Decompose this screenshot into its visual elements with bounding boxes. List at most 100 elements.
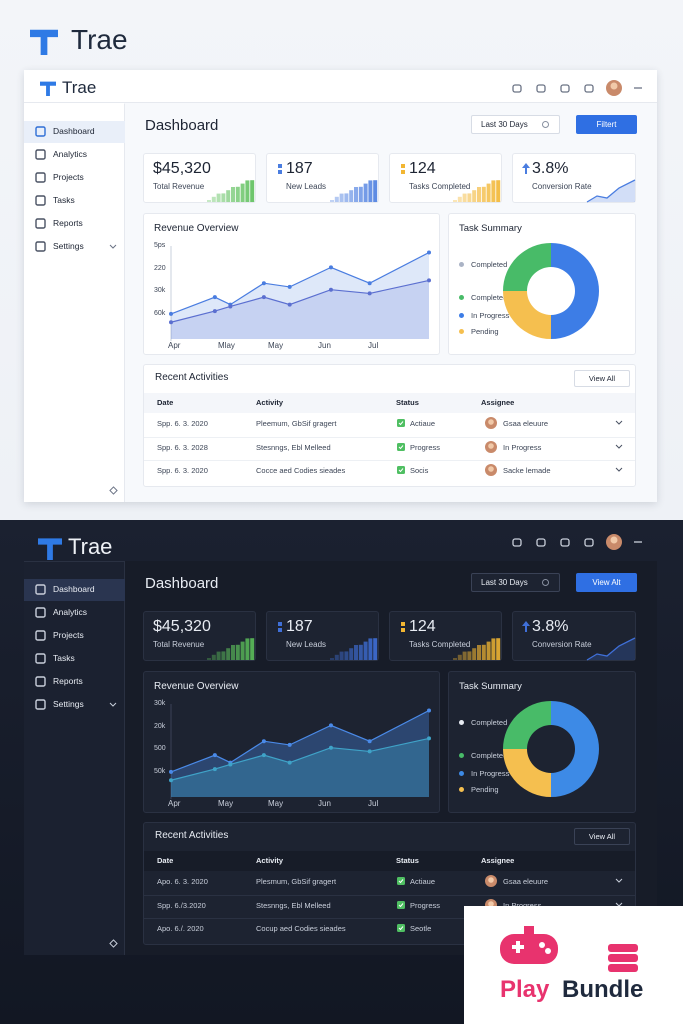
primary-button[interactable]: View Alt	[576, 573, 637, 592]
kpi-sparkline	[330, 638, 378, 660]
header-logo: Trae	[68, 534, 113, 559]
check-box	[397, 900, 405, 909]
legend-dot	[459, 720, 464, 725]
cell-status: Actiaue	[410, 419, 436, 428]
sidebar-item[interactable]: Settings	[53, 241, 84, 251]
legend-label: In Progress	[471, 311, 510, 320]
sparkline-bar	[491, 180, 496, 202]
data-point	[328, 265, 333, 270]
column-header: Date	[157, 856, 174, 865]
chevron	[109, 244, 117, 249]
sidebar-icon	[35, 172, 46, 183]
legend-label: Completed	[471, 718, 508, 727]
series-line	[170, 279, 430, 323]
date-filter[interactable]: Last 30 Days	[471, 573, 560, 592]
check-mark	[398, 421, 404, 426]
sidebar-item[interactable]: Tasks	[53, 653, 75, 663]
check-mark	[398, 879, 404, 884]
section-title: Recent Activities	[155, 830, 229, 841]
sidebar-item[interactable]: Tasks	[53, 195, 75, 205]
data-point	[287, 284, 292, 289]
row-divider	[144, 894, 635, 896]
sparkline-bar	[235, 644, 240, 660]
chart-title: Revenue Overview	[154, 223, 239, 234]
status-check	[397, 466, 405, 474]
sparkline-bar	[358, 186, 363, 202]
sparkline-bar	[477, 187, 481, 202]
view-all-button[interactable]: View All	[574, 370, 630, 387]
sidebar-item[interactable]: Dashboard	[53, 126, 95, 136]
date-filter[interactable]: Last 30 Days	[471, 115, 560, 134]
sparkline-bar	[339, 651, 344, 660]
sidebar-item[interactable]: Projects	[53, 630, 84, 640]
y-tick-label: 500	[154, 745, 166, 752]
revenue-card: Revenue Overview 30k 20k 500 50k Apr May May Jun…	[143, 671, 440, 813]
kpi-card: $45,320 Total Revenue	[143, 611, 256, 661]
row-chevron	[615, 902, 623, 907]
view-all-button[interactable]: View All	[574, 828, 630, 845]
data-point	[228, 762, 233, 767]
header-logo: Trae	[62, 78, 97, 97]
status-check	[397, 419, 405, 427]
sparkline-bar	[207, 658, 211, 660]
series-line	[170, 251, 430, 315]
kpi-label: New Leads	[286, 182, 327, 191]
logo-shape	[40, 81, 56, 96]
button	[545, 948, 551, 954]
kpi-value: 3.8%	[532, 160, 569, 177]
stack-icon	[608, 944, 638, 972]
check-box	[397, 419, 405, 427]
kpi-sparkline	[586, 637, 636, 661]
sidebar-icon	[35, 241, 46, 252]
kpi-card: 124 Tasks Completed	[389, 153, 502, 203]
cell-date: Apo. 6./. 2020	[157, 924, 204, 933]
data-point	[328, 287, 333, 292]
header-icon	[560, 538, 570, 547]
legend-label: Pending	[471, 327, 499, 336]
check-box	[397, 466, 405, 474]
cell-assignee: Gsaa eleuure	[503, 877, 549, 886]
chevron-shape	[109, 244, 117, 249]
data-point	[261, 753, 266, 758]
task-card: Task Summary Completed Completed In Progres…	[448, 213, 636, 355]
search-icon	[542, 579, 549, 586]
x-tick-label: Jun	[318, 341, 331, 350]
donut-segment	[551, 243, 599, 339]
data-point	[367, 291, 372, 296]
icon-shape	[35, 172, 46, 183]
sidebar-item[interactable]: Analytics	[53, 607, 88, 617]
brand-name: Trae	[71, 24, 128, 55]
kpi-label: Conversion Rate	[532, 640, 592, 649]
kpi-label: Total Revenue	[153, 182, 205, 191]
sidebar-item[interactable]: Reports	[53, 218, 83, 228]
check-box	[397, 442, 405, 451]
kpi-label: Total Revenue	[153, 640, 205, 649]
sidebar-item[interactable]: Dashboard	[53, 584, 95, 594]
dot	[459, 771, 464, 776]
sidebar-item[interactable]: Analytics	[53, 149, 88, 159]
sidebar-item[interactable]: Settings	[53, 699, 84, 709]
sparkline-bar	[368, 180, 373, 202]
sparkline-bar	[496, 180, 501, 202]
kpi-icon	[278, 622, 282, 632]
play-bundle-badge: Play Bundle	[464, 906, 683, 1024]
sparkline-bar	[330, 658, 334, 660]
cell-activity: Plesmum, GbSif gragert	[256, 877, 337, 886]
sparkline-bar	[240, 183, 245, 202]
data-point	[287, 742, 292, 747]
header-icon	[584, 84, 594, 93]
sidebar-item[interactable]: Projects	[53, 172, 84, 182]
primary-button[interactable]: Filtert	[576, 115, 637, 134]
cell-assignee: Sacke lemade	[503, 466, 551, 475]
kpi-icon	[401, 622, 405, 632]
icon-shape	[278, 628, 282, 632]
cell-activity: Stesnngs, Ebl Melleed	[256, 442, 331, 452]
gamepad-body	[500, 934, 558, 964]
icon-shape	[35, 676, 46, 687]
sparkline-bar	[354, 645, 358, 660]
section-title: Recent Activities	[155, 372, 229, 383]
sidebar-item[interactable]: Reports	[53, 676, 83, 686]
cell-activity: Stesnngs, Ebl Melleed	[256, 900, 331, 910]
donut-segment	[503, 291, 551, 339]
icon-shape	[278, 164, 282, 168]
